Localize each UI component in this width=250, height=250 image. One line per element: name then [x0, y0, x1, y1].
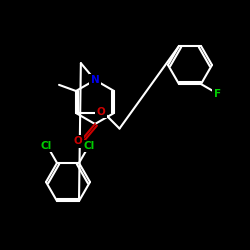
- Text: Cl: Cl: [40, 141, 52, 151]
- Text: N: N: [90, 75, 100, 85]
- Text: O: O: [96, 107, 105, 117]
- Text: F: F: [214, 89, 221, 99]
- Text: Cl: Cl: [84, 141, 94, 151]
- Text: O: O: [74, 136, 82, 146]
